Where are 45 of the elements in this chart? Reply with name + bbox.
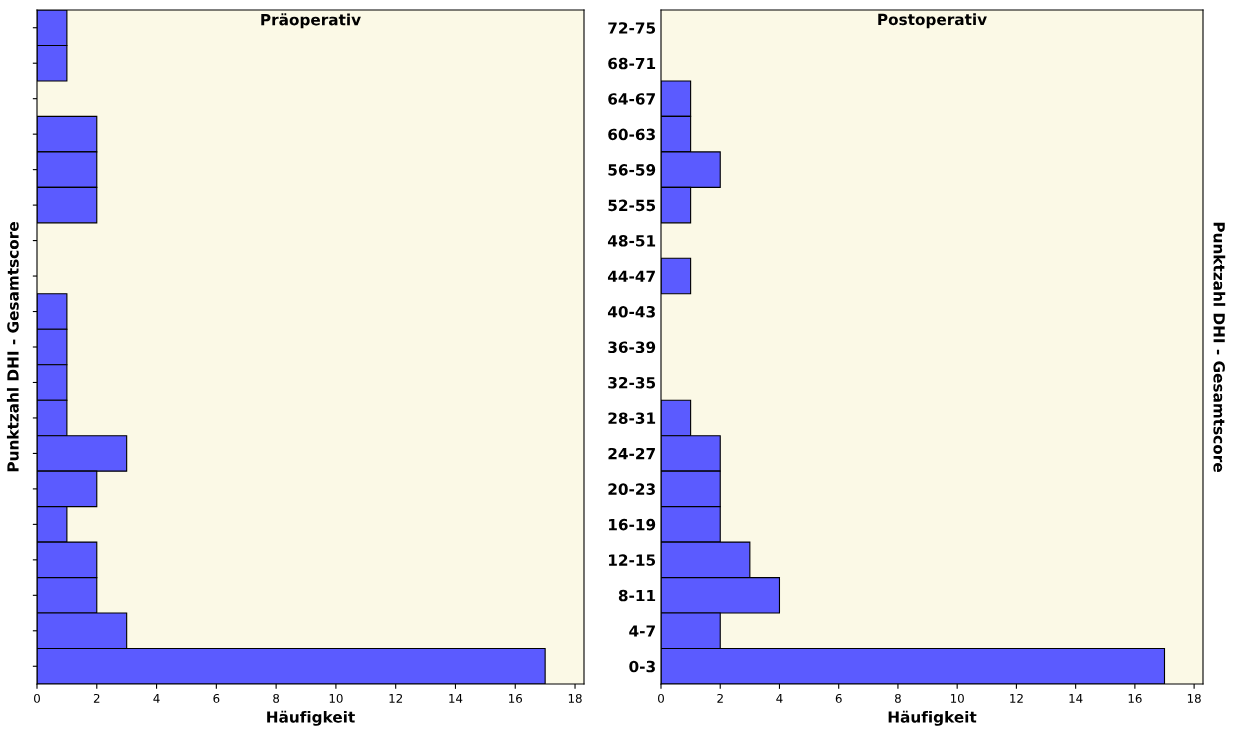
x-tick-label: 12 — [1010, 693, 1023, 703]
x-tick-label: 10 — [950, 693, 964, 703]
y-tick-label: 20-23 — [608, 483, 655, 495]
y-tick-label: 72-75 — [608, 22, 656, 34]
x-tick-label: 2 — [717, 693, 723, 703]
y-tick-label: 68-71 — [608, 57, 656, 70]
x-tick-label: 0 — [658, 693, 664, 703]
y-tick-label: 64-67 — [608, 93, 655, 105]
x-tick-label: 8 — [894, 693, 901, 703]
y-tick-label: 56-59 — [608, 164, 656, 176]
y-tick-label: 32-35 — [608, 376, 656, 389]
x-tick-label: 0 — [34, 693, 40, 703]
x-tick-label: 2 — [93, 693, 100, 703]
y-tick-label: 12-15 — [609, 554, 656, 566]
x-tick-label: 16 — [509, 693, 523, 703]
x-tick-label: 14 — [449, 694, 463, 703]
x-tick-label: 6 — [213, 693, 220, 703]
y-tick-label: 40-43 — [607, 305, 655, 318]
x-tick-label: 8 — [273, 693, 280, 703]
chart-title: Präoperativ — [261, 13, 361, 29]
y-tick-label: 24-27 — [608, 447, 655, 460]
y-axis-title: Punktzahl DHI - Gesamtscore — [6, 222, 19, 472]
y-tick-label: 60-63 — [608, 128, 655, 141]
y-tick-label: 0-3 — [629, 660, 655, 673]
y-tick-label: 8-11 — [618, 589, 656, 602]
y-axis-title: Punktzahl DHI - Gesamtscore — [1213, 222, 1226, 472]
x-tick-label: 18 — [1187, 693, 1201, 703]
x-tick-label: 14 — [1069, 694, 1083, 703]
y-tick-label: 4-7 — [629, 625, 655, 637]
chart-title: Postoperativ — [878, 13, 987, 29]
x-tick-label: 10 — [329, 693, 343, 703]
x-tick-label: 16 — [1128, 693, 1142, 703]
x-tick-label: 4 — [153, 694, 160, 703]
y-tick-label: 16-19 — [609, 518, 656, 531]
y-tick-label: 48-51 — [607, 235, 656, 247]
x-tick-label: 12 — [389, 693, 403, 703]
y-tick-label: 52-55 — [608, 199, 656, 212]
x-tick-label: 18 — [568, 693, 582, 703]
x-tick-label: 6 — [835, 693, 842, 703]
x-tick-label: 4 — [776, 694, 783, 703]
y-tick-label: 36-39 — [608, 341, 656, 354]
y-tick-label: 44-47 — [607, 270, 655, 282]
x-axis-title: Häufigkeit — [888, 710, 977, 726]
x-axis-title: Häufigkeit — [267, 710, 355, 726]
y-tick-label: 28-31 — [608, 412, 656, 424]
